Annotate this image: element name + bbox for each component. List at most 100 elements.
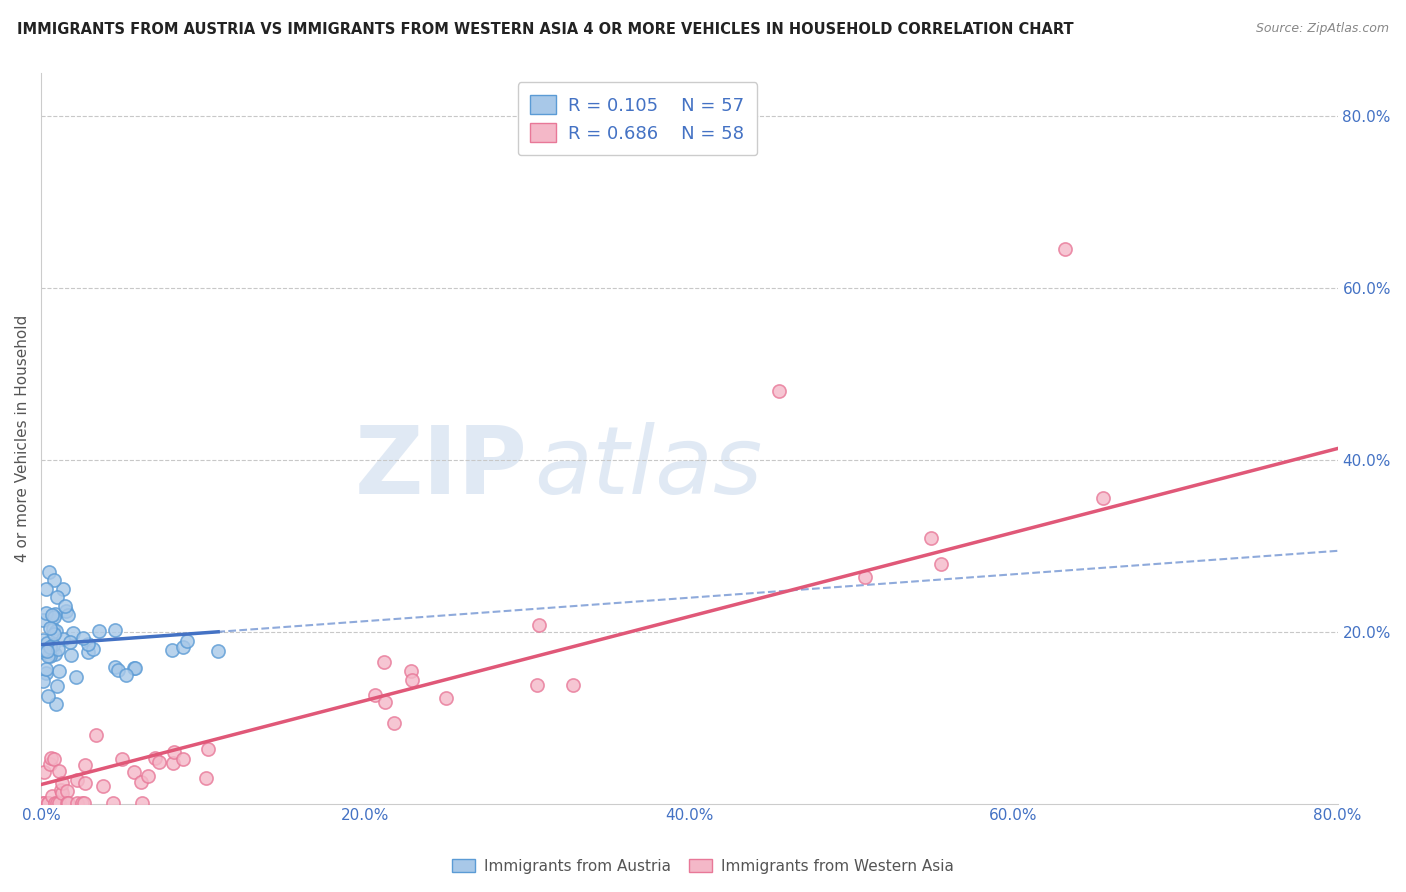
Point	[52, 582, 75, 596]
Point	[172, 640, 194, 654]
Point	[31, 645, 53, 659]
Point	[65, 796, 87, 810]
Point	[32, 796, 55, 810]
Point	[73, 776, 96, 790]
Point	[89, 624, 111, 638]
Point	[172, 752, 194, 766]
Point	[122, 660, 145, 674]
Point	[45, 680, 67, 694]
Point	[104, 623, 127, 637]
Point	[176, 634, 198, 648]
Point	[163, 745, 186, 759]
Point	[42, 752, 65, 766]
Point	[48, 796, 70, 810]
Point	[124, 765, 146, 780]
Point	[46, 591, 69, 605]
Point	[41, 751, 63, 765]
Point	[1054, 242, 1077, 256]
Point	[56, 608, 79, 623]
Point	[124, 661, 146, 675]
Point	[76, 637, 98, 651]
Point	[31, 633, 53, 648]
Point	[44, 624, 66, 639]
Point	[768, 384, 790, 398]
Point	[39, 621, 62, 635]
Point	[51, 776, 73, 790]
Point	[34, 606, 56, 620]
Point	[42, 573, 65, 587]
Point	[51, 786, 73, 800]
Point	[56, 796, 79, 810]
Point	[160, 643, 183, 657]
Point	[55, 599, 77, 613]
Point	[31, 674, 53, 689]
Point	[41, 789, 63, 803]
Point	[35, 582, 58, 596]
Point	[855, 570, 877, 584]
Point	[37, 649, 59, 664]
Point	[91, 779, 114, 793]
Point	[104, 659, 127, 673]
Point	[401, 664, 423, 678]
Point	[52, 632, 75, 646]
Point	[374, 695, 396, 709]
Point	[73, 758, 96, 772]
Point	[72, 631, 94, 645]
Point	[373, 655, 395, 669]
Point	[46, 796, 69, 810]
Point	[384, 716, 406, 731]
Point	[101, 796, 124, 810]
Point	[37, 796, 59, 810]
Point	[48, 664, 70, 678]
Point	[115, 668, 138, 682]
Point	[143, 750, 166, 764]
Point	[129, 775, 152, 789]
Point	[42, 627, 65, 641]
Point	[55, 784, 77, 798]
Point	[107, 663, 129, 677]
Point	[45, 698, 67, 712]
Point	[70, 796, 93, 810]
Point	[32, 643, 55, 657]
Y-axis label: 4 or more Vehicles in Household: 4 or more Vehicles in Household	[15, 315, 30, 562]
Point	[55, 604, 77, 618]
Point	[32, 796, 55, 810]
Point	[401, 673, 423, 687]
Point	[44, 796, 66, 810]
Text: ZIP: ZIP	[354, 422, 527, 514]
Point	[73, 796, 96, 810]
Point	[148, 755, 170, 769]
Point	[920, 531, 942, 545]
Point	[39, 640, 62, 655]
Point	[37, 635, 59, 649]
Point	[65, 670, 87, 684]
Point	[37, 796, 59, 810]
Point	[131, 796, 153, 810]
Point	[527, 618, 550, 632]
Point	[526, 678, 548, 692]
Text: atlas: atlas	[534, 422, 762, 513]
Point	[32, 765, 55, 780]
Point	[76, 645, 98, 659]
Point	[929, 557, 952, 571]
Point	[35, 662, 58, 676]
Point	[46, 642, 69, 657]
Point	[35, 665, 58, 680]
Point	[44, 647, 66, 661]
Point	[562, 678, 585, 692]
Point	[66, 773, 89, 788]
Point	[194, 771, 217, 785]
Point	[38, 565, 60, 579]
Point	[86, 728, 108, 742]
Point	[162, 756, 184, 771]
Point	[44, 607, 66, 622]
Point	[48, 764, 70, 778]
Point	[56, 796, 79, 810]
Point	[41, 607, 63, 622]
Point	[207, 644, 229, 658]
Point	[37, 689, 59, 703]
Point	[111, 752, 134, 766]
Point	[136, 769, 159, 783]
Point	[1091, 491, 1114, 505]
Text: IMMIGRANTS FROM AUSTRIA VS IMMIGRANTS FROM WESTERN ASIA 4 OR MORE VEHICLES IN HO: IMMIGRANTS FROM AUSTRIA VS IMMIGRANTS FR…	[17, 22, 1074, 37]
